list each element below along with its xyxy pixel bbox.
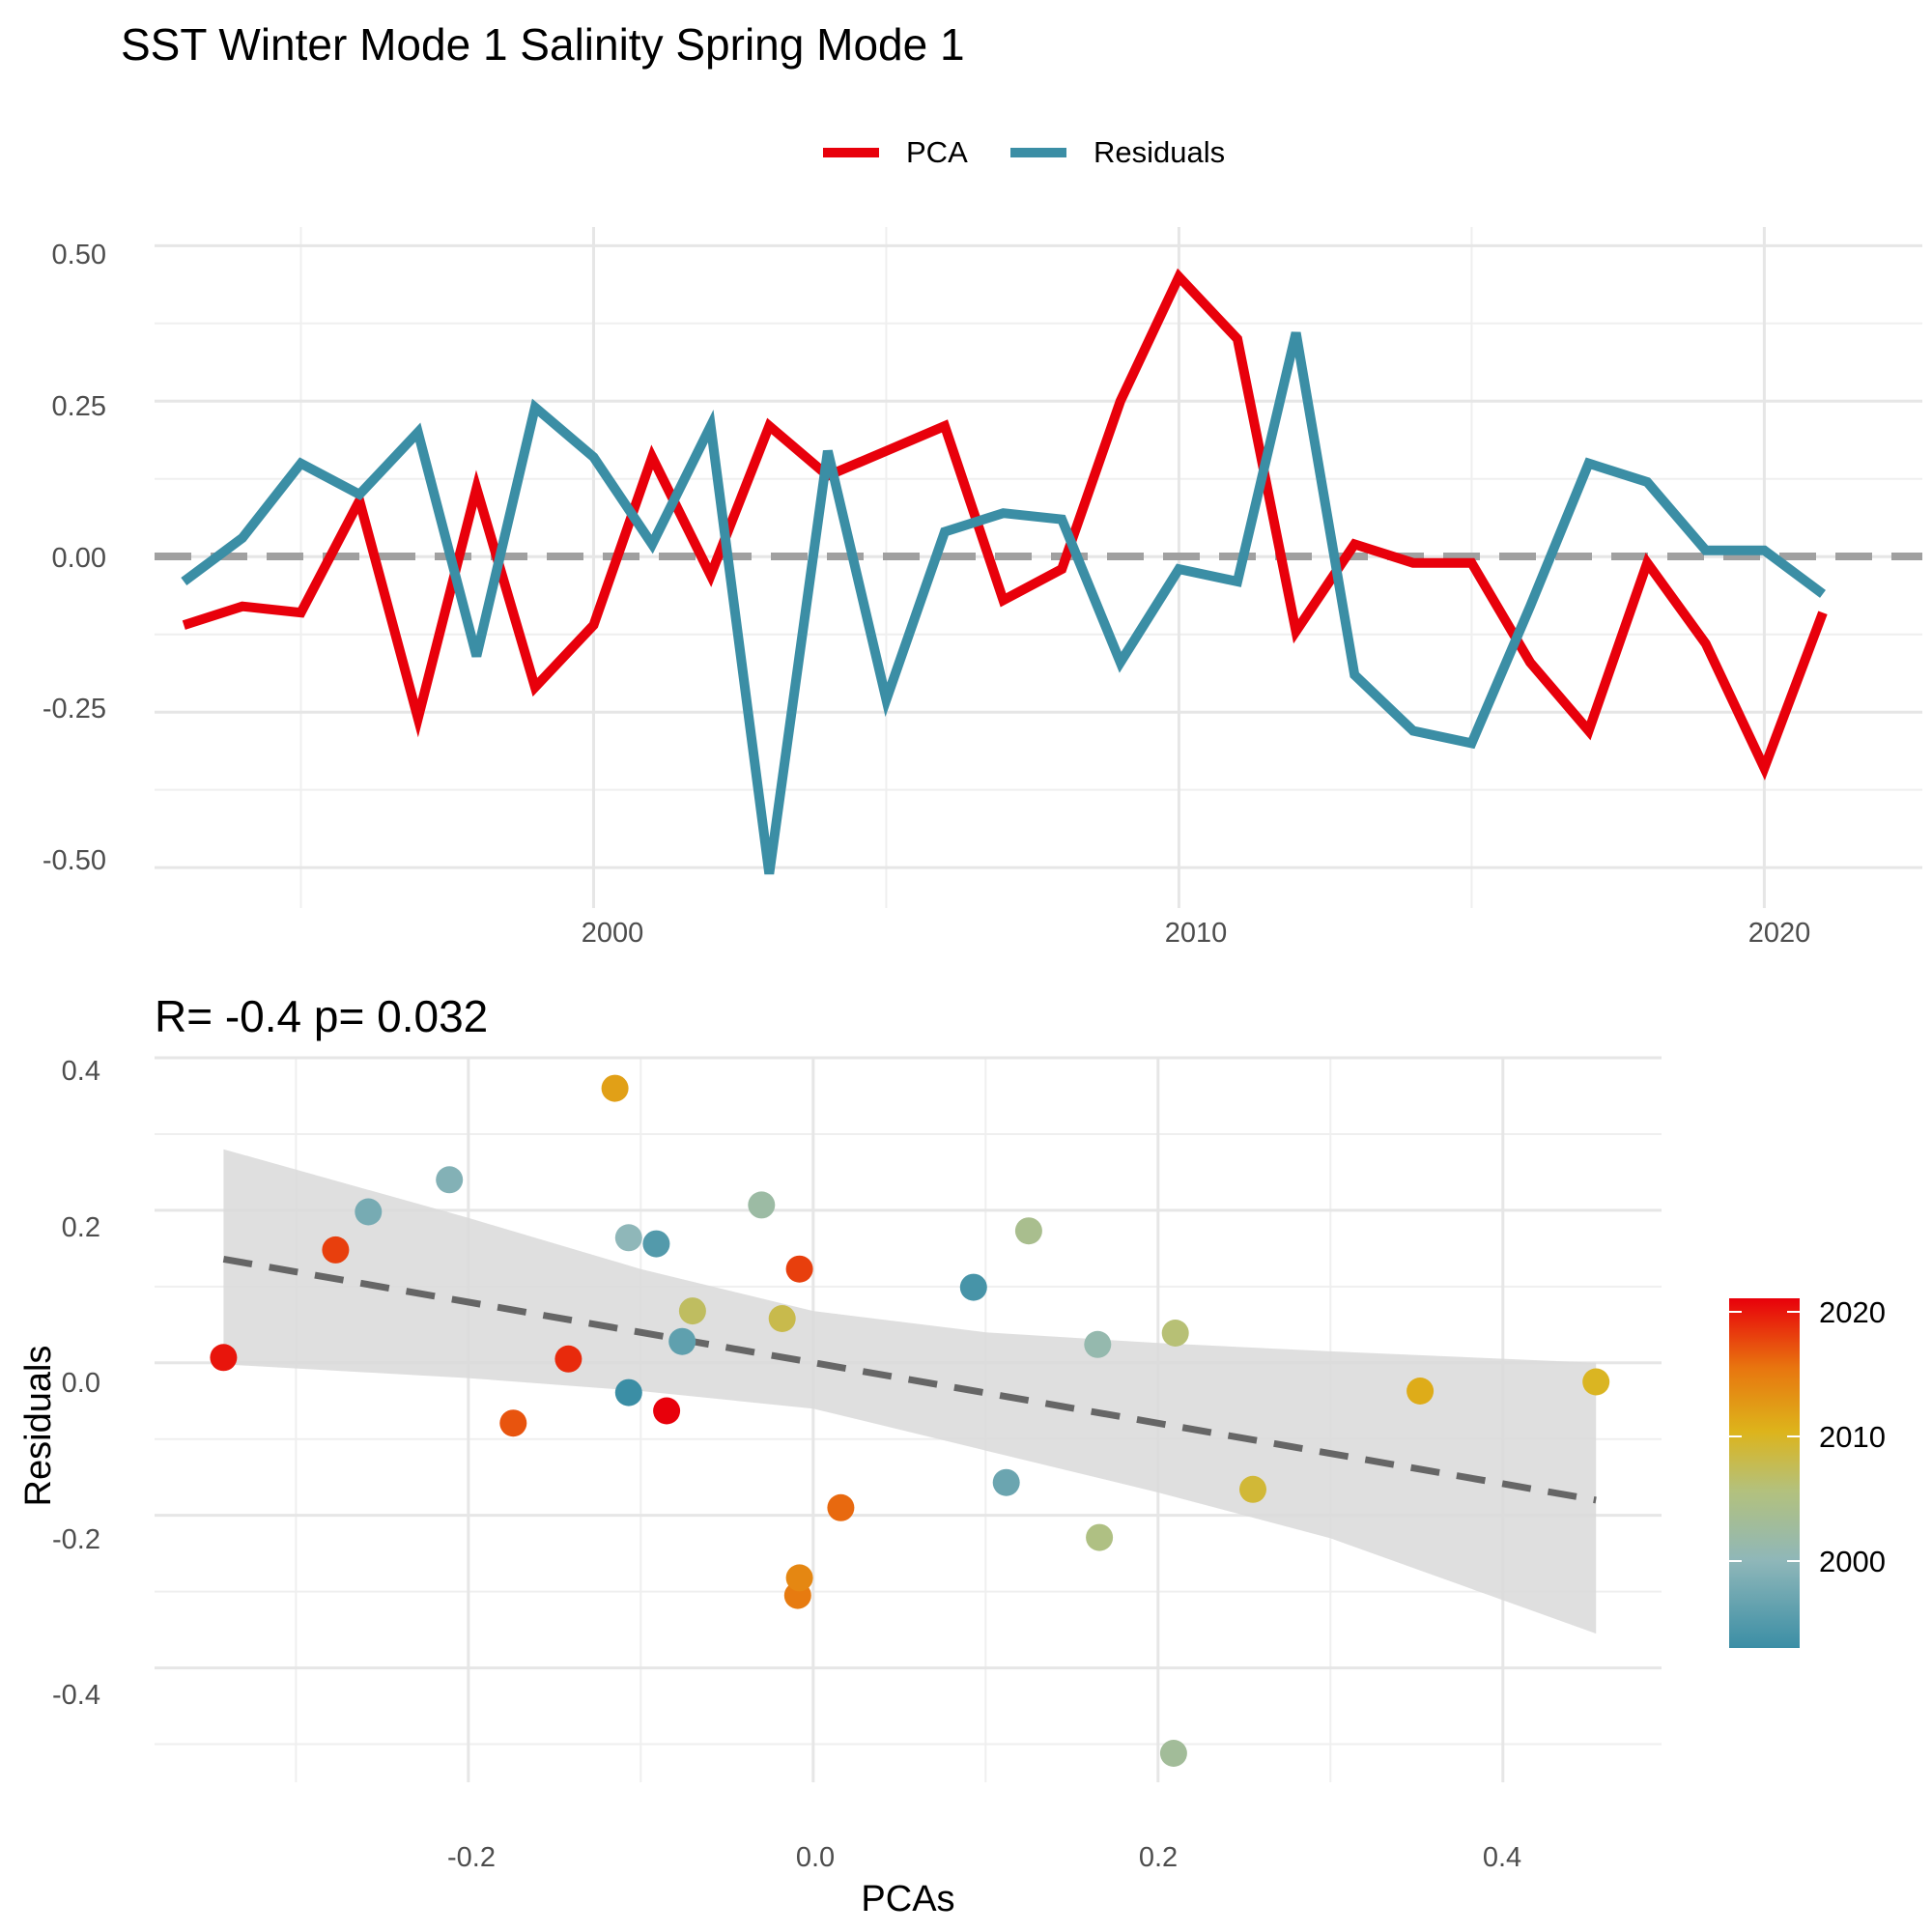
scatter-point <box>1086 1523 1114 1551</box>
scatter-point <box>1084 1330 1112 1358</box>
scatter-point <box>785 1255 813 1283</box>
x-tick-label: 2000 <box>582 918 644 949</box>
scatter-point <box>355 1198 383 1226</box>
scatter-point <box>554 1345 582 1373</box>
x-tick-label: -0.2 <box>447 1842 496 1873</box>
scatter-point <box>1014 1217 1042 1245</box>
scatter-title: R= -0.4 p= 0.032 <box>155 991 488 1041</box>
y-tick-label: 0.4 <box>62 1056 100 1087</box>
line-chart-y-axis: 0.50 0.25 0.00 -0.25 -0.50 <box>43 240 106 876</box>
scatter-point <box>748 1191 776 1219</box>
scatter-point <box>642 1230 670 1258</box>
x-tick-label: 0.4 <box>1483 1842 1521 1873</box>
scatter-point <box>1239 1475 1266 1503</box>
y-tick-label: 0.0 <box>62 1368 100 1399</box>
scatter-point <box>322 1236 350 1264</box>
scatter-point <box>959 1273 987 1301</box>
scatter-point <box>992 1468 1020 1496</box>
colorbar-tick-label: 2010 <box>1819 1420 1886 1454</box>
legend: PCA Residuals <box>823 135 1225 169</box>
confidence-ribbon <box>223 1149 1597 1634</box>
line-chart-grid <box>155 227 1922 908</box>
y-tick-label: -0.50 <box>43 845 106 876</box>
figure-title: SST Winter Mode 1 Salinity Spring Mode 1 <box>121 19 965 70</box>
scatter-point <box>1582 1368 1610 1396</box>
regression-trend-line <box>222 1255 1597 1504</box>
scatter-point <box>499 1409 527 1437</box>
y-tick-label: 0.00 <box>52 543 106 574</box>
line-chart-x-axis: 2000 2010 2020 <box>582 918 1811 949</box>
x-tick-label: 2010 <box>1165 918 1228 949</box>
scatter-point <box>1159 1740 1187 1767</box>
colorbar: 2020 2010 2000 <box>1729 1295 1886 1648</box>
legend-residuals-label: Residuals <box>1094 135 1225 169</box>
pca-series-line <box>182 268 1828 781</box>
y-tick-label: 0.25 <box>52 391 106 422</box>
scatter-point <box>436 1166 464 1194</box>
colorbar-tick-label: 2000 <box>1819 1545 1886 1578</box>
scatter-point <box>614 1378 642 1406</box>
line-chart: 0.50 0.25 0.00 -0.25 -0.50 2000 2010 202… <box>43 227 1922 949</box>
scatter-x-axis: -0.2 0.0 0.2 0.4 <box>447 1842 1521 1873</box>
scatter-point <box>1161 1320 1189 1347</box>
y-axis-title: Residuals <box>18 1346 59 1507</box>
y-tick-label: -0.2 <box>52 1524 100 1555</box>
x-tick-label: 0.2 <box>1139 1842 1178 1873</box>
colorbar-tick-label: 2020 <box>1819 1295 1886 1329</box>
line-series-group <box>181 268 1828 875</box>
x-axis-title: PCAs <box>861 1879 954 1919</box>
legend-pca-label: PCA <box>906 135 968 169</box>
scatter-point <box>601 1074 629 1102</box>
scatter-marks <box>210 1074 1610 1767</box>
scatter-point <box>653 1397 681 1425</box>
scatter-point <box>768 1305 796 1332</box>
scatter-point <box>785 1564 813 1592</box>
scatter-point <box>614 1224 642 1252</box>
y-tick-label: -0.25 <box>43 694 106 724</box>
y-tick-label: 0.2 <box>62 1212 100 1243</box>
scatter-point <box>678 1297 706 1325</box>
x-tick-label: 0.0 <box>796 1842 835 1873</box>
scatter-chart: R= -0.4 p= 0.032 0.4 0.2 0.0 -0.2 -0.4 -… <box>18 991 1662 1919</box>
scatter-point <box>827 1493 855 1521</box>
colorbar-gradient <box>1729 1298 1800 1648</box>
scatter-point <box>210 1344 238 1372</box>
residuals-series-line <box>181 331 1826 875</box>
scatter-point <box>668 1327 696 1355</box>
scatter-point <box>1406 1378 1435 1405</box>
scatter-y-axis: 0.4 0.2 0.0 -0.2 -0.4 <box>52 1056 100 1711</box>
y-tick-label: 0.50 <box>52 240 106 270</box>
y-tick-label: -0.4 <box>52 1680 100 1711</box>
x-tick-label: 2020 <box>1748 918 1811 949</box>
